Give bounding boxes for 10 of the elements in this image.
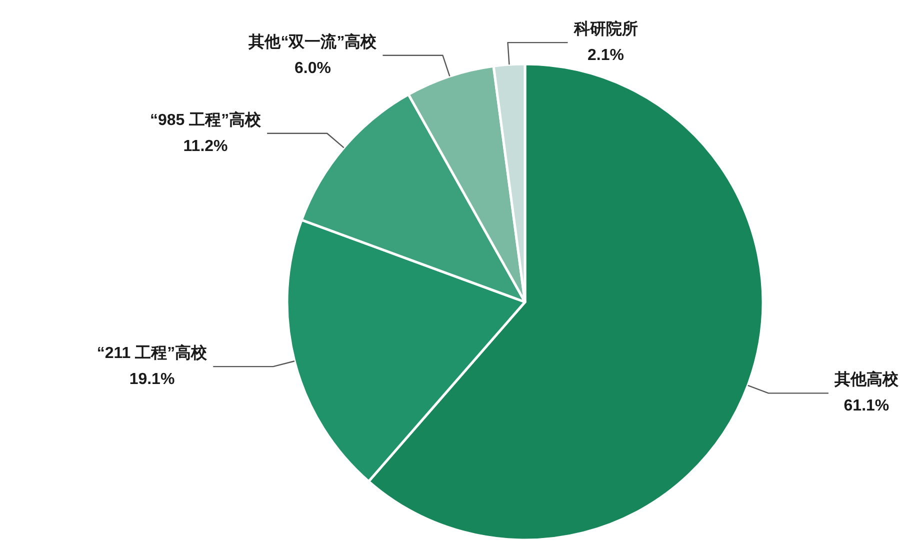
data-label: 2.1% <box>588 47 624 64</box>
slice-label: 其他“双一流”高校 <box>248 32 378 51</box>
slice-label: “211 工程”高校 <box>96 343 208 362</box>
data-label: 6.0% <box>294 60 331 77</box>
data-label: 19.1% <box>129 371 175 388</box>
data-label: 11.2% <box>183 138 228 155</box>
slice-label: 其他高校 <box>833 370 900 389</box>
slice-label: “985 工程”高校 <box>150 110 262 129</box>
data-label: 61.1% <box>844 398 890 415</box>
slice-label: 科研院所 <box>572 20 638 38</box>
